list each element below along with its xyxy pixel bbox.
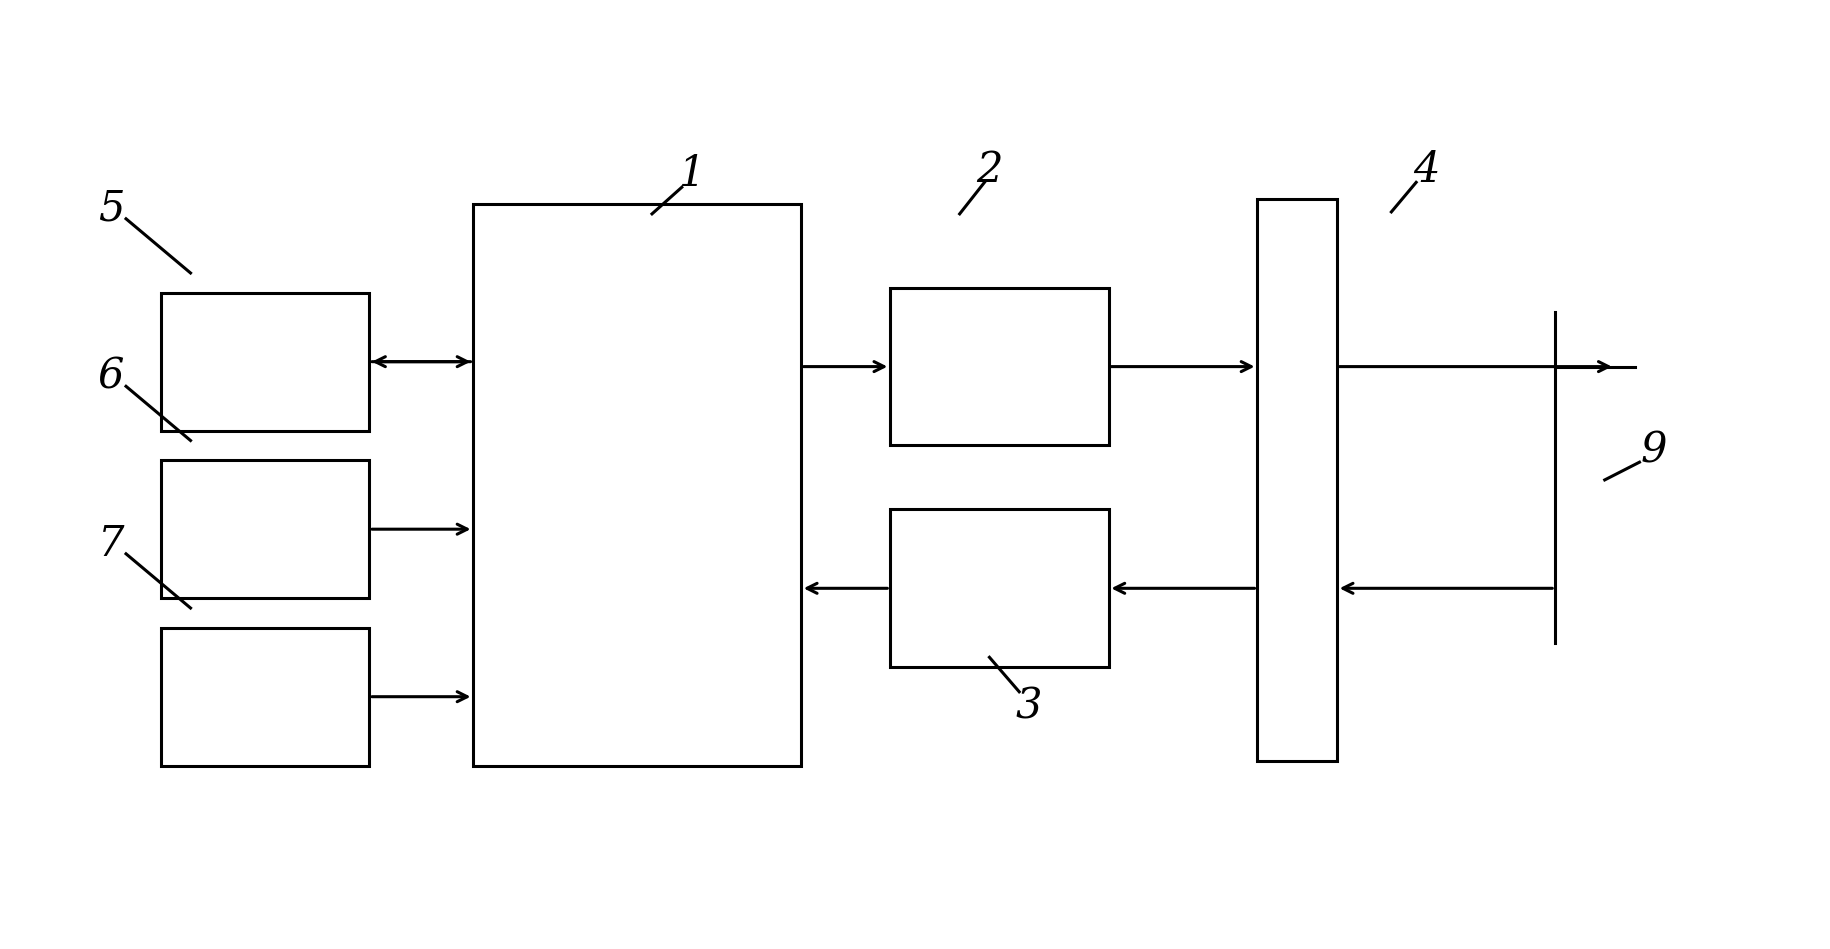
Text: 9: 9 [1640,429,1667,472]
Text: 6: 6 [97,356,124,398]
Bar [161,627,370,766]
Bar [889,510,1107,667]
Text: 1: 1 [679,154,705,195]
Text: 2: 2 [975,149,1003,191]
Text: 5: 5 [97,188,124,230]
Bar [161,460,370,598]
Bar [1257,199,1336,761]
Bar [161,292,370,431]
Bar [889,288,1107,445]
Text: 7: 7 [97,523,124,565]
Text: 4: 4 [1413,149,1438,191]
Bar [474,204,800,766]
Text: 3: 3 [1016,685,1041,728]
